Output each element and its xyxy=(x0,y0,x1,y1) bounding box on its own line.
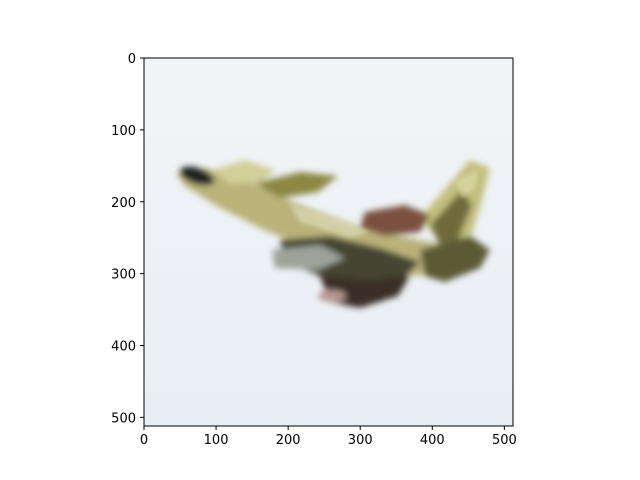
y-axis: 0 100 200 300 400 500 xyxy=(111,52,144,426)
x-tick-label: 100 xyxy=(204,433,229,448)
x-tick-label: 300 xyxy=(348,433,373,448)
jet-lower-rear xyxy=(320,276,410,308)
x-tick-label: 200 xyxy=(276,433,301,448)
axes-frame xyxy=(143,57,514,427)
y-tick-label: 300 xyxy=(111,268,136,283)
x-tick-label: 0 xyxy=(140,433,148,448)
y-tick-label: 100 xyxy=(111,124,136,139)
jet-canopy-area xyxy=(212,160,275,184)
jet-camo-brown xyxy=(360,205,430,236)
x-tick-label: 500 xyxy=(492,433,517,448)
y-tick-label: 0 xyxy=(128,52,136,67)
y-tick-label: 200 xyxy=(111,196,136,211)
jet-highlights xyxy=(290,170,478,238)
jet-highlight-spine xyxy=(290,205,370,238)
jet-canard xyxy=(255,172,338,198)
x-axis: 0 100 200 300 400 500 xyxy=(140,426,517,448)
jet-intake xyxy=(272,245,345,270)
jet-tail-dark xyxy=(430,190,472,245)
jet-ventral-store xyxy=(318,290,346,302)
image-panel xyxy=(143,57,514,427)
jet-highlight-tail xyxy=(455,170,478,198)
x-tick-label: 400 xyxy=(420,433,445,448)
y-tick-label: 400 xyxy=(111,340,136,355)
y-tick-label: 500 xyxy=(111,411,136,426)
jet-wing-right xyxy=(420,236,490,282)
jet-nose xyxy=(179,166,215,186)
